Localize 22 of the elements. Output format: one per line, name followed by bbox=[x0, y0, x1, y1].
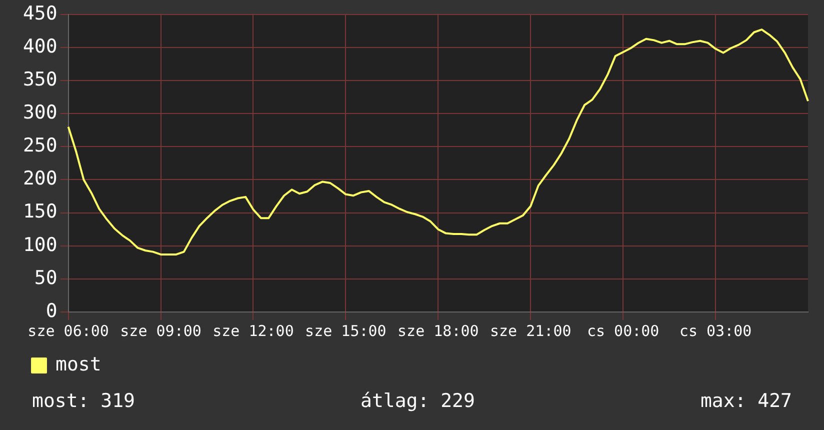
y-tick-label: 300 bbox=[22, 102, 58, 124]
x-tick-label: sze 21:00 bbox=[490, 322, 572, 340]
text: max: 427 bbox=[700, 390, 792, 412]
y-tick-label: 250 bbox=[22, 134, 58, 157]
x-tick-label: sze 06:00 bbox=[28, 322, 109, 340]
y-tick-label: 450 bbox=[22, 2, 58, 24]
y-tick-label: 200 bbox=[22, 168, 58, 190]
y-tick-label: 150 bbox=[22, 200, 58, 223]
y-tick-label: 100 bbox=[22, 234, 58, 256]
x-tick-label: sze 15:00 bbox=[305, 322, 386, 340]
x-tick-label: sze 12:00 bbox=[212, 322, 294, 340]
text: átlag: 229 bbox=[360, 390, 475, 412]
y-tick-label: 350 bbox=[22, 68, 58, 90]
text: most: 319 bbox=[32, 390, 135, 412]
y-tick-label: 0 bbox=[46, 300, 58, 322]
x-tick-label: sze 18:00 bbox=[398, 322, 479, 340]
x-tick-label: cs 03:00 bbox=[679, 322, 752, 340]
y-tick-label: 400 bbox=[22, 35, 58, 58]
legend-label: most bbox=[56, 353, 102, 376]
y-tick-label: 50 bbox=[34, 266, 58, 289]
x-tick-label: cs 00:00 bbox=[586, 322, 660, 340]
x-tick-label: sze 09:00 bbox=[120, 322, 202, 340]
